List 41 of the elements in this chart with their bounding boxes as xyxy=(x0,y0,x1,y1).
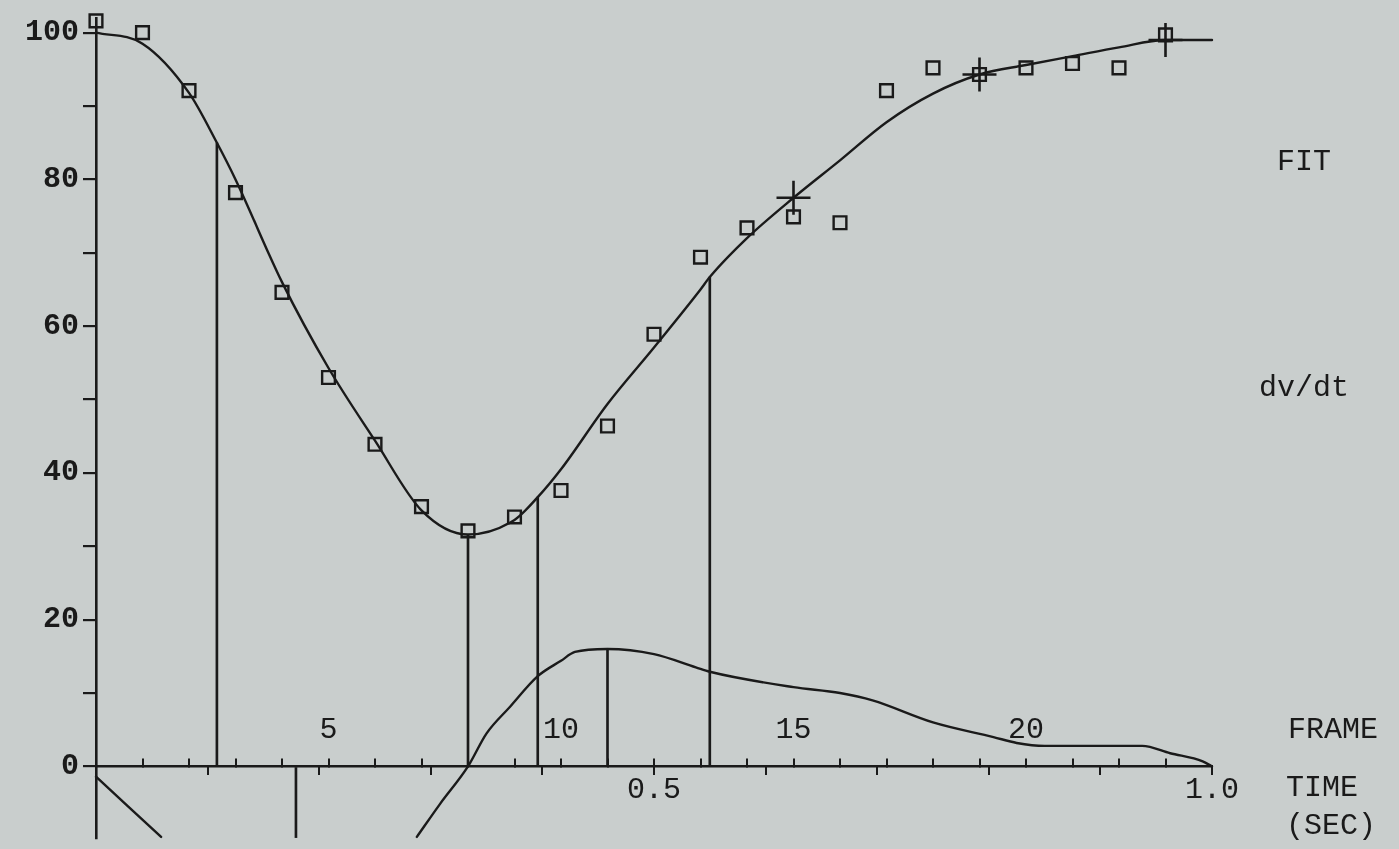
point xyxy=(785,209,802,225)
point xyxy=(274,284,290,300)
point xyxy=(134,25,151,41)
point xyxy=(88,13,104,29)
y-tick-label: 100 xyxy=(24,15,79,50)
x2-tick-label: 1.0 xyxy=(1184,773,1240,808)
y-tick-label: 60 xyxy=(42,308,79,343)
x-tick-label: 15 xyxy=(775,713,812,748)
y-tick-label: 20 xyxy=(42,602,79,637)
point xyxy=(1148,23,1183,58)
point xyxy=(878,83,895,99)
point xyxy=(460,523,476,539)
x-tick-label: 10 xyxy=(542,713,580,748)
point xyxy=(646,326,662,342)
point xyxy=(832,215,848,231)
point xyxy=(925,60,941,76)
point xyxy=(1018,60,1034,76)
x-axis-title: FRAME xyxy=(1288,713,1379,748)
point xyxy=(181,83,197,99)
point xyxy=(599,418,616,434)
y-tick-label: 0 xyxy=(60,748,79,783)
point xyxy=(413,499,430,515)
point xyxy=(367,436,383,452)
x2-tick-label: 0.5 xyxy=(626,773,682,808)
point xyxy=(1111,60,1127,76)
point xyxy=(506,509,523,525)
point xyxy=(227,185,244,201)
point xyxy=(1064,55,1081,72)
text: dv/dt xyxy=(1258,370,1350,405)
y-tick-label: 40 xyxy=(42,455,79,490)
point xyxy=(962,57,997,92)
x-tick-label: 20 xyxy=(1007,713,1045,748)
point xyxy=(320,369,337,386)
y-tick-label: 80 xyxy=(42,161,79,196)
text: FIT xyxy=(1276,145,1332,180)
x-tick-label: 5 xyxy=(319,713,338,748)
x2-axis-title: TIME (SEC) xyxy=(1286,771,1377,844)
point xyxy=(553,482,569,499)
point xyxy=(692,249,709,265)
point xyxy=(776,180,811,215)
point xyxy=(739,220,755,236)
